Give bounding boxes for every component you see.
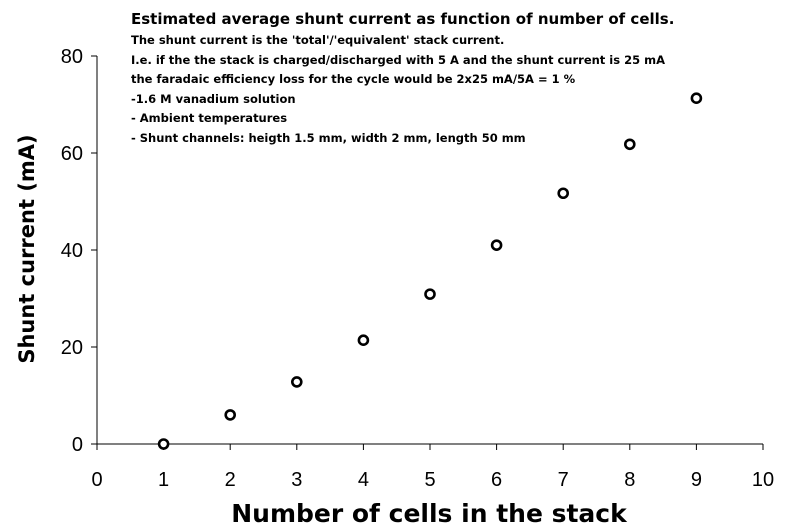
data-point: [424, 288, 436, 300]
data-point: [623, 138, 636, 151]
x-tick-label: 1: [158, 469, 169, 491]
x-tick-label: 9: [691, 469, 702, 491]
x-tick-label: 4: [358, 469, 369, 491]
x-tick-label: 7: [558, 469, 569, 491]
data-point: [357, 334, 370, 347]
x-axis-ticks: 0 1 2 3 4 5 6 7 8 9 10: [91, 444, 774, 491]
data-points: [157, 92, 703, 450]
y-axis-title: Shunt current (mA): [15, 134, 39, 363]
x-axis-title: Number of cells in the stack: [231, 499, 628, 528]
data-point: [490, 239, 503, 251]
x-tick-label: 0: [91, 469, 102, 491]
x-tick-label: 5: [424, 469, 435, 491]
x-tick-label: 2: [225, 469, 236, 491]
x-tick-label: 3: [291, 469, 302, 491]
y-axis-ticks: 0 20 40 60 80: [61, 46, 97, 456]
data-point: [224, 409, 236, 421]
chart-title: Estimated average shunt current as funct…: [131, 10, 674, 28]
chart-annotation-line-2: I.e. if the the stack is charged/dischar…: [131, 53, 665, 67]
chart-annotation-line-6: - Shunt channels: heigth 1.5 mm, width 2…: [131, 131, 526, 145]
x-tick-label: 8: [624, 469, 635, 491]
y-tick-label: 80: [61, 46, 83, 68]
chart-annotation-line-1: The shunt current is the 'total'/'equiva…: [131, 33, 504, 47]
y-tick-label: 0: [72, 434, 83, 456]
y-tick-label: 60: [61, 143, 83, 165]
y-tick-label: 20: [61, 337, 83, 359]
data-point: [290, 376, 303, 388]
chart-annotation-line-5: - Ambient temperatures: [131, 111, 287, 125]
x-tick-label: 6: [491, 469, 502, 491]
data-point: [157, 438, 170, 450]
data-point: [557, 187, 570, 200]
chart-annotation-block: Estimated average shunt current as funct…: [131, 10, 674, 145]
chart-annotation-line-3: the faradaic efficiency loss for the cyc…: [131, 72, 576, 86]
y-tick-label: 40: [61, 240, 83, 262]
x-tick-label: 10: [752, 469, 774, 491]
data-point: [690, 92, 703, 104]
chart-annotation-line-4: -1.6 M vanadium solution: [131, 92, 296, 106]
